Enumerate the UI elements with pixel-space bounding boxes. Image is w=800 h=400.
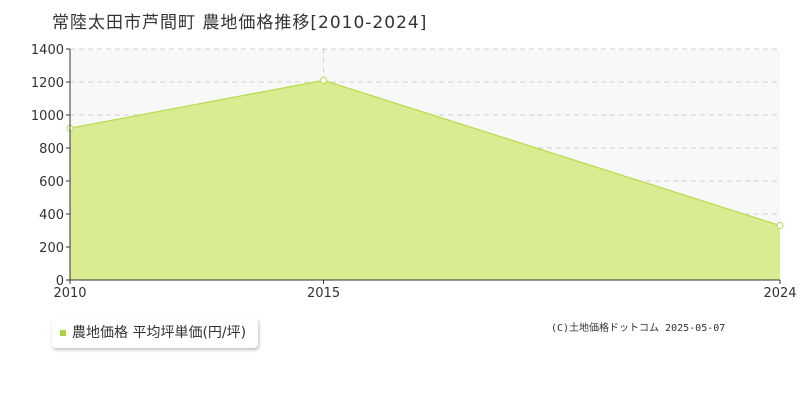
legend-marker [60, 330, 66, 336]
y-tick-label: 0 [56, 274, 64, 289]
y-tick-label: 200 [39, 241, 64, 256]
y-tick-label: 1000 [31, 109, 64, 124]
y-axis-ticks: 0 200 400 600 800 1000 1200 1400 [31, 43, 70, 289]
x-tick-label: 2015 [307, 286, 340, 301]
area-fill [70, 80, 780, 280]
x-axis-ticks: 2010 2015 2024 [53, 280, 797, 301]
copyright-text: (C)土地価格ドットコム 2025-05-07 [551, 323, 726, 334]
legend-label: 農地価格 平均坪単価(円/坪) [72, 325, 247, 341]
x-tick-label: 2024 [763, 286, 796, 301]
axes [69, 49, 780, 281]
y-tick-label: 800 [39, 142, 64, 157]
x-tick-label: 2010 [53, 286, 86, 301]
y-tick-label: 1400 [31, 43, 64, 58]
y-tick-label: 600 [39, 175, 64, 190]
chart-title: 常陸太田市芦間町 農地価格推移[2010-2024] [52, 13, 428, 33]
y-tick-label: 1200 [31, 76, 64, 91]
data-point [320, 76, 328, 84]
data-point [776, 222, 784, 230]
y-tick-label: 400 [39, 208, 64, 223]
legend: 農地価格 平均坪単価(円/坪) [52, 318, 259, 348]
